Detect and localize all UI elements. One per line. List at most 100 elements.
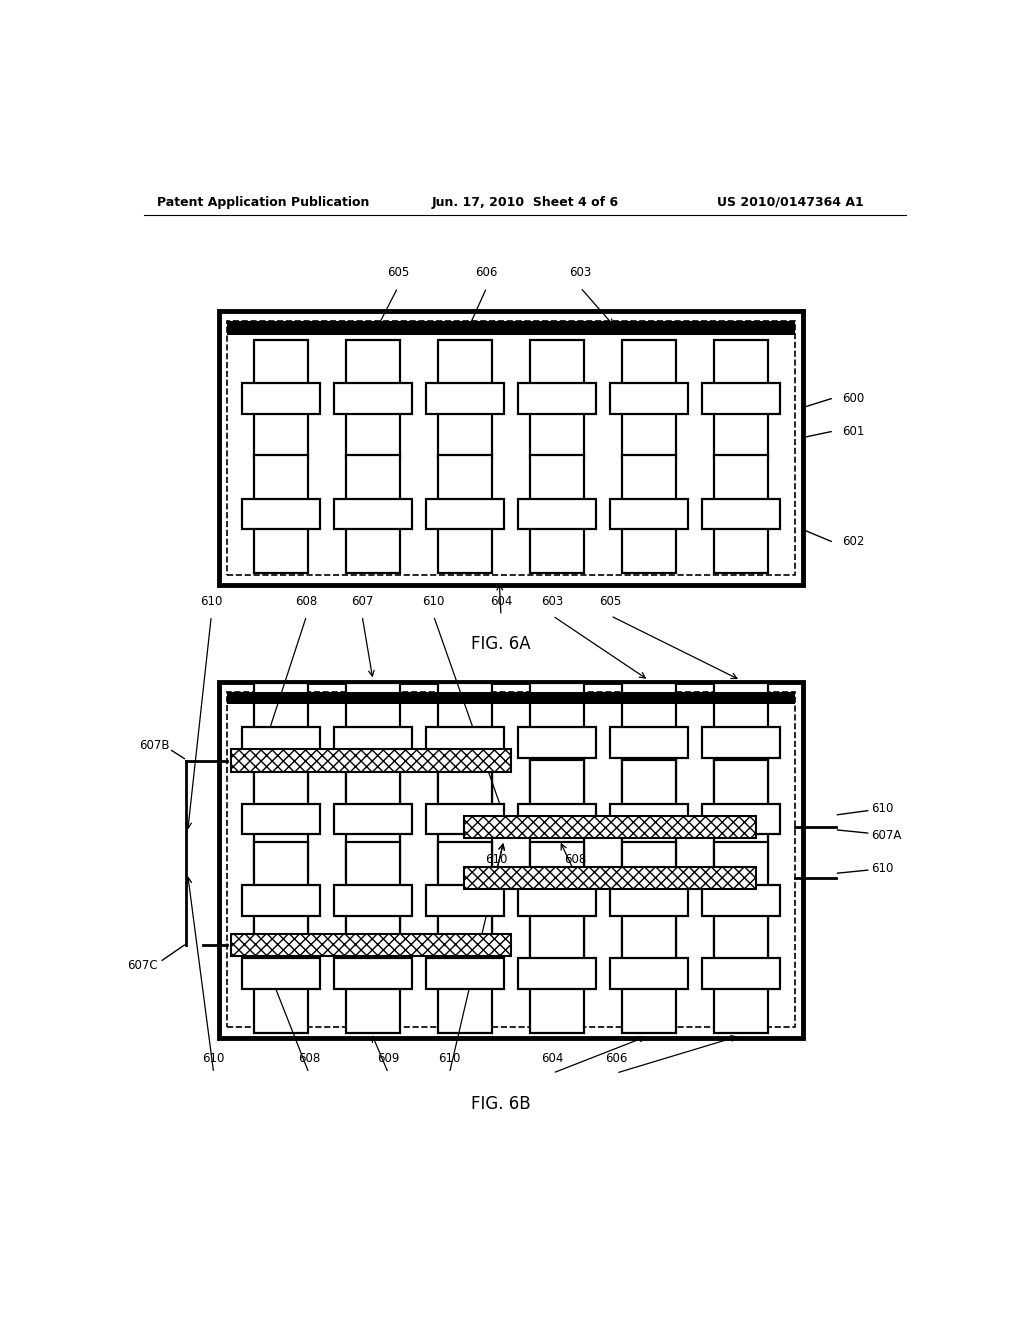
Bar xyxy=(231,750,511,772)
Bar xyxy=(714,915,768,1032)
Text: 603: 603 xyxy=(569,267,592,280)
Bar xyxy=(243,499,319,529)
Bar xyxy=(701,804,779,834)
Bar xyxy=(622,915,676,1032)
Bar xyxy=(610,886,688,916)
Text: 600: 600 xyxy=(842,392,864,405)
Bar xyxy=(622,842,676,960)
Bar xyxy=(714,339,768,458)
Text: Jun. 17, 2010  Sheet 4 of 6: Jun. 17, 2010 Sheet 4 of 6 xyxy=(431,195,618,209)
Bar xyxy=(714,842,768,960)
Bar xyxy=(227,692,795,704)
Text: 604: 604 xyxy=(489,594,512,607)
Bar xyxy=(610,958,688,989)
Bar xyxy=(231,935,511,956)
Bar xyxy=(438,915,492,1032)
Bar xyxy=(714,455,768,573)
Text: 610: 610 xyxy=(484,853,507,866)
Bar xyxy=(254,760,308,878)
Bar xyxy=(219,312,803,585)
Text: 603: 603 xyxy=(542,594,563,607)
Text: 602: 602 xyxy=(842,535,864,548)
Text: Patent Application Publication: Patent Application Publication xyxy=(157,195,369,209)
Bar xyxy=(219,682,803,1038)
Bar xyxy=(346,842,400,960)
Bar xyxy=(610,499,688,529)
Text: 610: 610 xyxy=(871,803,894,816)
Bar xyxy=(426,727,504,758)
Text: 607A: 607A xyxy=(871,829,902,842)
Bar xyxy=(701,499,779,529)
Bar xyxy=(334,804,412,834)
Text: 601: 601 xyxy=(842,425,864,438)
Bar xyxy=(426,383,504,414)
Bar xyxy=(714,684,768,801)
Bar xyxy=(438,760,492,878)
Bar xyxy=(464,867,756,890)
Bar xyxy=(529,760,584,878)
Bar xyxy=(529,455,584,573)
Bar xyxy=(714,760,768,878)
Text: 610: 610 xyxy=(200,594,222,607)
Bar xyxy=(438,684,492,801)
Text: 606: 606 xyxy=(475,267,498,280)
Bar xyxy=(254,915,308,1032)
Bar xyxy=(701,886,779,916)
Bar xyxy=(438,339,492,458)
Text: FIG. 6A: FIG. 6A xyxy=(471,635,530,653)
Bar xyxy=(518,958,596,989)
Text: 605: 605 xyxy=(387,267,409,280)
Bar xyxy=(254,684,308,801)
Bar xyxy=(438,455,492,573)
Bar xyxy=(243,383,319,414)
Bar xyxy=(529,842,584,960)
Text: 604: 604 xyxy=(542,1052,564,1065)
Bar xyxy=(426,886,504,916)
Bar xyxy=(254,339,308,458)
Bar xyxy=(518,804,596,834)
Bar xyxy=(254,842,308,960)
Text: 610: 610 xyxy=(203,1052,225,1065)
Bar xyxy=(334,383,412,414)
Bar xyxy=(622,684,676,801)
Bar xyxy=(529,915,584,1032)
Bar xyxy=(426,958,504,989)
Bar xyxy=(346,915,400,1032)
Text: 608: 608 xyxy=(564,853,587,866)
Bar xyxy=(334,499,412,529)
Bar xyxy=(346,760,400,878)
Text: 605: 605 xyxy=(599,594,622,607)
Bar xyxy=(346,455,400,573)
Bar xyxy=(346,684,400,801)
Bar xyxy=(701,727,779,758)
Bar xyxy=(334,727,412,758)
Text: 610: 610 xyxy=(871,862,894,875)
Bar xyxy=(701,383,779,414)
Bar xyxy=(243,886,319,916)
Bar xyxy=(346,339,400,458)
Bar xyxy=(529,684,584,801)
Bar xyxy=(426,499,504,529)
Text: 610: 610 xyxy=(422,594,444,607)
Text: 607B: 607B xyxy=(139,739,169,752)
Bar xyxy=(227,321,795,576)
Text: 608: 608 xyxy=(298,1052,321,1065)
Bar xyxy=(610,804,688,834)
Bar xyxy=(243,727,319,758)
Bar xyxy=(518,383,596,414)
Text: 607C: 607C xyxy=(127,958,158,972)
Bar xyxy=(227,321,795,335)
Bar xyxy=(518,886,596,916)
Bar xyxy=(334,958,412,989)
Bar xyxy=(610,727,688,758)
Bar xyxy=(243,958,319,989)
Bar xyxy=(610,383,688,414)
Bar xyxy=(529,339,584,458)
Text: 610: 610 xyxy=(438,1052,461,1065)
Bar xyxy=(438,842,492,960)
Text: US 2010/0147364 A1: US 2010/0147364 A1 xyxy=(717,195,864,209)
Text: 606: 606 xyxy=(605,1052,628,1065)
Bar xyxy=(701,958,779,989)
Bar xyxy=(334,886,412,916)
Text: FIG. 6B: FIG. 6B xyxy=(471,1094,530,1113)
